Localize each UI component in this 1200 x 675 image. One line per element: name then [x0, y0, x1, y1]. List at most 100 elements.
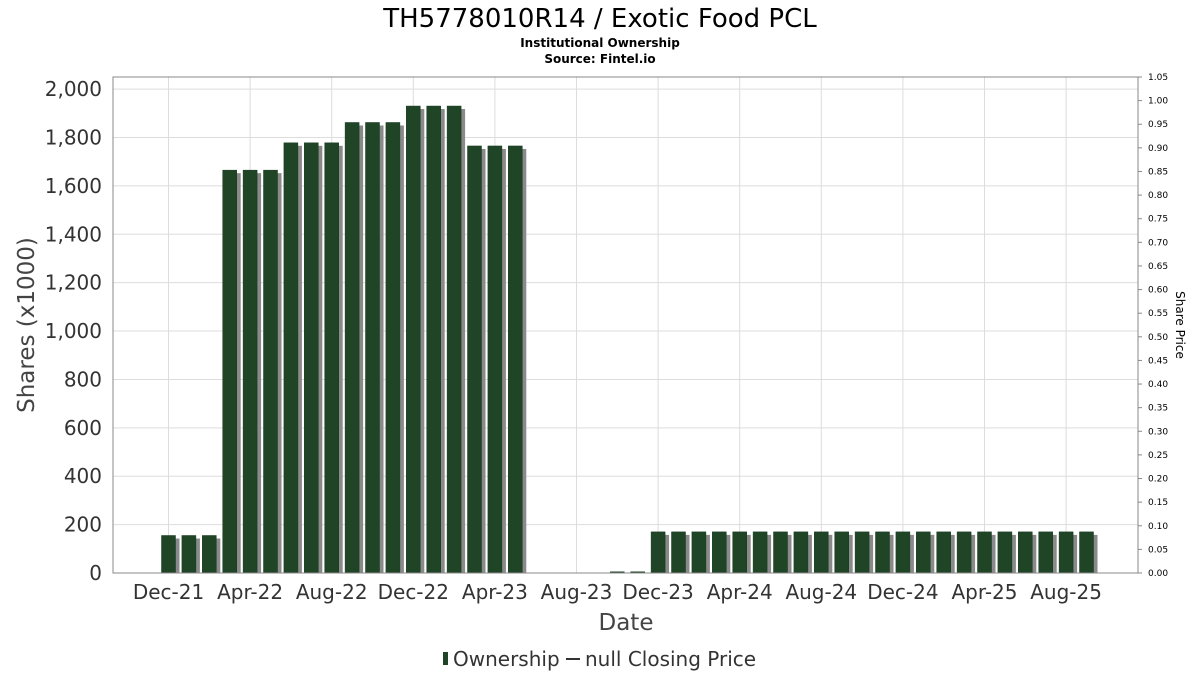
y2-tick-label: 0.50	[1148, 333, 1168, 343]
y-tick-label: 1,800	[45, 125, 102, 149]
ownership-bar	[1079, 531, 1094, 574]
y2-tick-label: 0.70	[1148, 238, 1168, 248]
ownership-bar	[691, 531, 707, 574]
ownership-bar	[895, 531, 911, 574]
ownership-bar	[997, 531, 1013, 574]
ownership-bar	[181, 535, 197, 574]
y2-tick-label: 0.40	[1148, 380, 1168, 390]
y-tick-label: 1,600	[45, 174, 102, 198]
ownership-bar	[671, 531, 686, 574]
ownership-bar	[508, 145, 523, 574]
y2-tick-label: 1.00	[1148, 97, 1168, 107]
ownership-bar	[875, 531, 890, 574]
y2-tick-label: 0.75	[1148, 215, 1168, 225]
x-tick-label: Dec-22	[378, 580, 449, 604]
ownership-bar	[814, 531, 829, 574]
ownership-bar	[936, 531, 951, 574]
ownership-bar	[222, 169, 237, 574]
ownership-bar	[1018, 531, 1033, 574]
y2-tick-label: 1.05	[1148, 73, 1168, 83]
ownership-bar	[732, 531, 747, 574]
ownership-bar	[263, 169, 278, 574]
x-axis-title: Date	[599, 610, 654, 636]
y2-tick-label: 0.25	[1148, 451, 1168, 461]
y2-tick-label: 0.35	[1148, 404, 1168, 414]
y-tick-label: 0	[89, 561, 102, 585]
ownership-bar	[1038, 531, 1053, 574]
y2-tick-label: 0.10	[1148, 522, 1168, 532]
y2-tick-label: 0.60	[1148, 286, 1168, 296]
y2-tick-label: 0.00	[1148, 569, 1168, 579]
legend-ownership-swatch	[443, 652, 448, 665]
ownership-bar	[712, 531, 727, 574]
y2-tick-label: 0.20	[1148, 475, 1168, 485]
ownership-bar	[283, 142, 299, 574]
chart-subtitle-2: Source: Fintel.io	[544, 52, 655, 66]
x-tick-label: Aug-25	[1030, 580, 1102, 604]
y-tick-label: 2,000	[45, 77, 102, 101]
y2-tick-label: 0.65	[1148, 262, 1168, 272]
ownership-bar	[773, 531, 788, 574]
x-tick-label: Aug-24	[785, 580, 857, 604]
legend: Ownership null Closing Price	[443, 647, 756, 671]
y2-tick-label: 0.55	[1148, 309, 1168, 319]
y2-tick-label: 0.90	[1148, 144, 1168, 154]
ownership-bar	[344, 122, 360, 574]
ownership-bar	[956, 531, 972, 574]
chart-subtitle-1: Institutional Ownership	[520, 36, 680, 50]
ownership-bar	[834, 531, 849, 574]
y-axis-title: Shares (x1000)	[14, 237, 40, 413]
y2-tick-label: 0.30	[1148, 427, 1168, 437]
y2-tick-label: 0.15	[1148, 498, 1168, 508]
y-tick-label: 800	[64, 367, 102, 391]
ownership-bar	[242, 169, 258, 574]
x-tick-label: Apr-25	[952, 580, 1018, 604]
y-tick-label: 200	[64, 513, 102, 537]
y-tick-label: 600	[64, 416, 102, 440]
x-tick-label: Apr-22	[217, 580, 283, 604]
y2-axis-title: Share Price	[1173, 291, 1187, 359]
ownership-bar	[650, 531, 666, 574]
ownership-bar	[202, 535, 217, 574]
x-tick-label: Dec-21	[133, 580, 204, 604]
ownership-bar	[752, 531, 768, 574]
ownership-bar	[854, 531, 870, 574]
legend-closing-price-label: null Closing Price	[585, 647, 756, 671]
ownership-bar	[385, 122, 401, 574]
ownership-bar	[793, 531, 809, 574]
ownership-bar	[467, 145, 482, 574]
ownership-bar	[916, 531, 931, 574]
x-tick-label: Apr-24	[707, 580, 773, 604]
ownership-bar	[1058, 531, 1074, 574]
ownership-bar	[426, 105, 441, 574]
y-tick-label: 1,400	[45, 222, 102, 246]
x-tick-label: Dec-23	[622, 580, 693, 604]
x-tick-label: Dec-24	[867, 580, 938, 604]
y-tick-label: 1,000	[45, 319, 102, 343]
ownership-bar	[324, 142, 339, 574]
y-tick-label: 400	[64, 464, 102, 488]
y2-tick-label: 0.45	[1148, 356, 1168, 366]
x-tick-label: Aug-23	[541, 580, 613, 604]
x-tick-label: Apr-23	[462, 580, 528, 604]
y2-tick-label: 0.85	[1148, 167, 1168, 177]
ownership-bar	[161, 535, 176, 574]
bars	[161, 105, 1098, 574]
y2-tick-label: 0.95	[1148, 120, 1168, 130]
ownership-bar	[446, 105, 462, 574]
y2-tick-label: 0.05	[1148, 545, 1168, 555]
ownership-bar	[304, 142, 319, 574]
legend-ownership-label: Ownership	[453, 647, 560, 671]
chart-title: TH5778010R14 / Exotic Food PCL	[382, 4, 817, 34]
ownership-bar	[487, 145, 503, 574]
x-tick-label: Aug-22	[296, 580, 368, 604]
ownership-bar	[365, 122, 380, 574]
y-tick-label: 1,200	[45, 271, 102, 295]
axes: 0 200 400 600 800 1,000 1,200 1,400 1,600 1,800 2,…	[45, 73, 1169, 604]
y2-tick-label: 0.80	[1148, 191, 1168, 201]
plot-frame	[112, 76, 1139, 574]
ownership-bar	[406, 105, 421, 574]
ownership-bar	[977, 531, 992, 574]
